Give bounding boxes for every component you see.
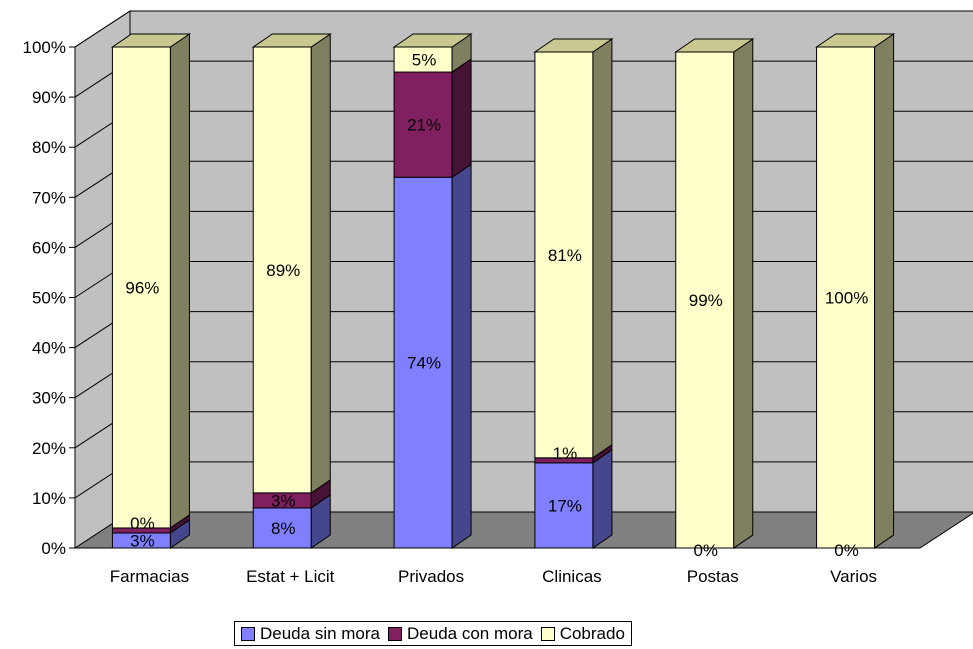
legend-label-cobrado: Cobrado xyxy=(559,623,625,643)
bar-top-privados xyxy=(392,33,473,48)
stacked-bar-chart: 0%10%20%30%40%50%60%70%80%90%100% 3%0%96… xyxy=(23,10,973,586)
bar-front xyxy=(393,46,453,73)
data-label-privados-cobrado: 5% xyxy=(412,51,437,70)
bar-privados-cobrado xyxy=(393,33,472,73)
data-label-farmacias-deuda-sin-mora: 3% xyxy=(130,531,155,550)
y-tick-label: 30% xyxy=(32,389,66,408)
bar-estat-licit-deuda-con-mora xyxy=(252,478,331,509)
bar-side xyxy=(733,38,754,549)
y-axis-ticks: 0% 10% 20% 30% 40% 50% 60% 70% 80% 90% 100% xyxy=(23,38,75,558)
legend-label-deuda-con-mora: Deuda con mora xyxy=(407,623,533,643)
bar-estat-licit-cobrado xyxy=(252,33,331,494)
bar-front xyxy=(111,46,171,529)
bar-clinicas-deuda-sin-mora xyxy=(534,448,613,549)
bars xyxy=(110,33,896,549)
bar-top-estat-licit xyxy=(251,33,332,48)
bar-varios-cobrado xyxy=(816,33,895,549)
y-tick-label: 60% xyxy=(32,238,66,257)
y-tick-label: 100% xyxy=(23,38,66,57)
data-label-estat-licit-deuda-con-mora: 3% xyxy=(271,491,296,510)
y-tick-label: 0% xyxy=(41,539,66,558)
bar-stack-clinicas xyxy=(533,38,614,549)
bar-front xyxy=(252,46,312,494)
data-label-estat-licit-cobrado: 89% xyxy=(266,261,300,280)
bar-side xyxy=(451,58,472,179)
bar-front xyxy=(816,46,876,549)
bar-front xyxy=(393,176,453,549)
y-tick-label: 80% xyxy=(32,138,66,157)
bar-side xyxy=(451,163,472,549)
bar-farmacias-deuda-sin-mora xyxy=(111,519,190,549)
data-labels: 3%0%96%8%3%89%74%21%5%17%1%81%0%99%0%100… xyxy=(125,51,868,560)
x-category-varios: Varios xyxy=(830,567,877,586)
data-label-varios-deuda-sin-mora: 0% xyxy=(834,541,859,560)
data-label-farmacias-deuda-con-mora: 0% xyxy=(130,514,155,533)
x-axis-categories: Farmacias Estat + Licit Privados Clinicas Po… xyxy=(110,567,877,586)
data-label-farmacias-cobrado: 96% xyxy=(125,278,159,297)
x-category-estat-licit: Estat + Licit xyxy=(246,567,335,586)
bar-top-farmacias xyxy=(110,33,192,48)
bar-top-clinicas xyxy=(533,38,614,53)
x-category-postas: Postas xyxy=(687,567,739,586)
bar-top-postas xyxy=(674,38,755,53)
y-tick-label: 70% xyxy=(32,188,66,207)
bar-stack-postas xyxy=(674,38,755,549)
gridline-side xyxy=(74,10,131,48)
bar-side xyxy=(310,33,331,494)
y-tick-label: 10% xyxy=(32,489,66,508)
bar-side xyxy=(169,33,190,529)
bar-front xyxy=(675,51,735,549)
bar-side xyxy=(592,38,613,459)
bar-stack-varios xyxy=(814,33,896,549)
y-tick-label: 90% xyxy=(32,88,66,107)
x-category-clinicas: Clinicas xyxy=(542,567,602,586)
bar-stack-farmacias xyxy=(110,33,192,549)
bar-estat-licit-deuda-sin-mora xyxy=(252,493,331,549)
bar-farmacias-cobrado xyxy=(111,33,190,529)
x-category-farmacias: Farmacias xyxy=(110,567,189,586)
data-label-postas-deuda-sin-mora: 0% xyxy=(693,541,718,560)
legend-swatch-deuda-sin-mora xyxy=(241,626,255,641)
data-label-clinicas-deuda-con-mora: 1% xyxy=(553,444,578,463)
bar-top-varios xyxy=(814,33,896,48)
data-label-clinicas-cobrado: 81% xyxy=(548,246,582,265)
y-tick-label: 50% xyxy=(32,289,66,308)
bar-front xyxy=(393,71,453,178)
legend-label-deuda-sin-mora: Deuda sin mora xyxy=(260,623,381,643)
bar-privados-deuda-sin-mora xyxy=(393,163,472,549)
bar-stack-privados xyxy=(392,33,473,549)
legend-swatch-deuda-con-mora xyxy=(388,626,403,641)
legend-item-cobrado: Cobrado xyxy=(540,623,625,644)
y-tick-label: 40% xyxy=(32,339,66,358)
legend-swatch-cobrado xyxy=(540,626,555,641)
data-label-clinicas-deuda-sin-mora: 17% xyxy=(548,496,582,515)
data-label-postas-cobrado: 99% xyxy=(689,291,723,310)
bar-stack-estat-licit xyxy=(251,33,332,549)
bar-privados-deuda-con-mora xyxy=(393,58,472,179)
bar-side xyxy=(592,448,613,549)
bar-side xyxy=(874,33,895,549)
legend: Deuda sin mora Deuda con mora Cobrado xyxy=(234,621,632,646)
legend-item-deuda-con-mora: Deuda con mora xyxy=(388,624,533,644)
x-category-privados: Privados xyxy=(398,567,464,586)
y-tick-label: 20% xyxy=(32,439,66,458)
data-label-varios-cobrado: 100% xyxy=(825,289,868,308)
data-label-privados-deuda-sin-mora: 74% xyxy=(407,354,441,373)
legend-item-deuda-sin-mora: Deuda sin mora xyxy=(241,624,380,644)
bar-postas-cobrado xyxy=(675,38,754,549)
data-label-estat-licit-deuda-sin-mora: 8% xyxy=(271,519,296,538)
data-label-privados-deuda-con-mora: 21% xyxy=(407,116,441,135)
